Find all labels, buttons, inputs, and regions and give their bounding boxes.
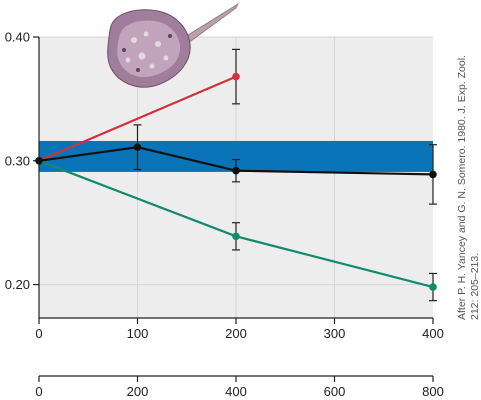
data-point	[133, 143, 142, 151]
y-axis: 0.20 0.30 0.40	[5, 30, 40, 318]
source-credit-line1: After P. H. Yancey and G. N. Somero. 198…	[456, 55, 468, 320]
y-tick-label: 0.30	[5, 153, 30, 168]
x2-axis: 0 200 400 600 800	[35, 375, 444, 399]
series-2	[38, 124, 437, 205]
stingray-icon	[107, 2, 239, 88]
series-line	[38, 75, 237, 162]
y-tick-label: 0.20	[5, 277, 30, 292]
series-3	[38, 159, 437, 302]
series-layer	[35, 48, 437, 302]
data-point	[429, 170, 437, 179]
x2-tick-label: 800	[422, 384, 444, 399]
series-line	[38, 146, 434, 176]
x-axis: 0 100 200 300 400	[35, 317, 444, 341]
x-tick-label: 400	[422, 326, 444, 341]
x-tick-label: 200	[225, 326, 247, 341]
x-tick-label: 0	[35, 326, 42, 341]
data-point	[232, 232, 240, 241]
x2-tick-label: 600	[324, 384, 346, 399]
data-point	[232, 72, 240, 81]
x-tick-label: 300	[324, 326, 346, 341]
source-credit: After P. H. Yancey and G. N. Somero. 198…	[456, 55, 481, 320]
data-point	[232, 166, 240, 175]
x-tick-label: 100	[127, 326, 149, 341]
source-credit-line2: 212: 205–213.	[469, 252, 481, 320]
data-point	[429, 283, 437, 291]
x2-tick-label: 0	[35, 384, 42, 399]
y-tick-label: 0.40	[5, 30, 30, 45]
x2-tick-label: 400	[225, 384, 247, 399]
series-1	[38, 48, 240, 162]
data-point-origin	[35, 156, 43, 165]
x2-tick-label: 200	[127, 384, 149, 399]
